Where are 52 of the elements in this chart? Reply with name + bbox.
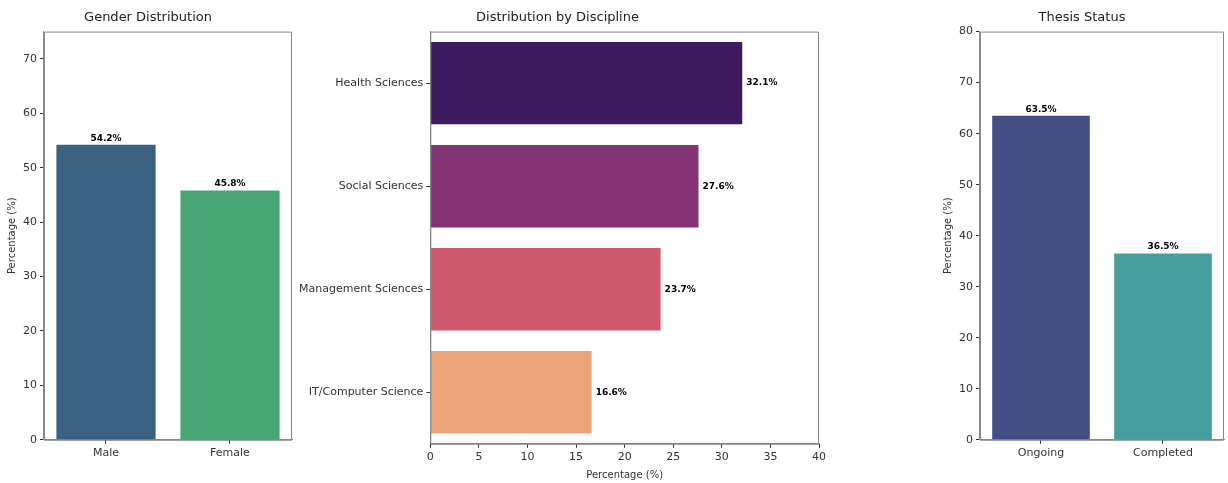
x-tick-label: 20: [617, 450, 632, 464]
y-tick-label: 60: [959, 126, 973, 140]
y-tick-label: 20: [23, 323, 37, 337]
data-label: 27.6%: [702, 180, 734, 191]
x-tick-label: 0: [426, 450, 434, 464]
y-tick-label: 0: [30, 432, 37, 446]
data-label: 54.2%: [90, 132, 122, 143]
x-tick-label: 40: [812, 450, 826, 464]
bar: [430, 144, 699, 228]
data-label: 16.6%: [595, 386, 627, 397]
data-label: 63.5%: [1025, 103, 1057, 114]
data-label: 32.1%: [746, 77, 778, 88]
y-tick-label: 60: [23, 106, 37, 120]
y-tick-label: 50: [23, 160, 37, 174]
x-tick-label: 5: [475, 450, 483, 464]
bar: [430, 351, 592, 434]
y-tick-label: 30: [959, 279, 973, 293]
chart-title: Distribution by Discipline: [476, 9, 639, 25]
y-tick-label: 30: [23, 269, 37, 283]
x-tick-label: Ongoing: [1017, 446, 1065, 460]
chart-title: Gender Distribution: [84, 9, 212, 25]
y-tick-label: Health Sciences: [335, 75, 424, 89]
y-tick-label: 40: [23, 214, 37, 228]
y-tick-label: 50: [959, 177, 973, 191]
x-tick-label: Female: [210, 446, 251, 460]
x-axis-title: Percentage (%): [586, 468, 664, 480]
y-tick-label: IT/Computer Science: [308, 385, 424, 399]
data-label: 36.5%: [1147, 241, 1179, 252]
y-tick-label: Management Sciences: [298, 282, 424, 296]
y-tick-label: 70: [23, 51, 37, 65]
y-tick-label: 10: [23, 378, 37, 392]
x-tick-label: 30: [714, 450, 729, 464]
x-tick-label: Completed: [1133, 446, 1193, 460]
y-tick-label: 40: [959, 228, 973, 242]
x-tick-label: Male: [92, 446, 120, 460]
y-tick-label: Social Sciences: [338, 179, 424, 193]
y-tick-label: 10: [959, 381, 973, 395]
y-tick-label: 0: [966, 432, 973, 446]
y-axis-title: Percentage (%): [5, 197, 17, 275]
x-tick-label: 25: [666, 450, 681, 464]
bar: [430, 248, 661, 331]
x-tick-label: 10: [520, 450, 535, 464]
data-label: 45.8%: [214, 178, 246, 189]
y-tick-label: 20: [959, 330, 973, 344]
y-axis-title: Percentage (%): [941, 197, 953, 275]
x-tick-label: 15: [569, 450, 584, 464]
x-tick-label: 35: [763, 450, 778, 464]
chart-title: Thesis Status: [1037, 9, 1126, 25]
bar: [430, 41, 743, 125]
y-tick-label: 80: [959, 24, 973, 38]
data-label: 23.7%: [664, 283, 696, 294]
y-tick-label: 70: [959, 75, 973, 89]
